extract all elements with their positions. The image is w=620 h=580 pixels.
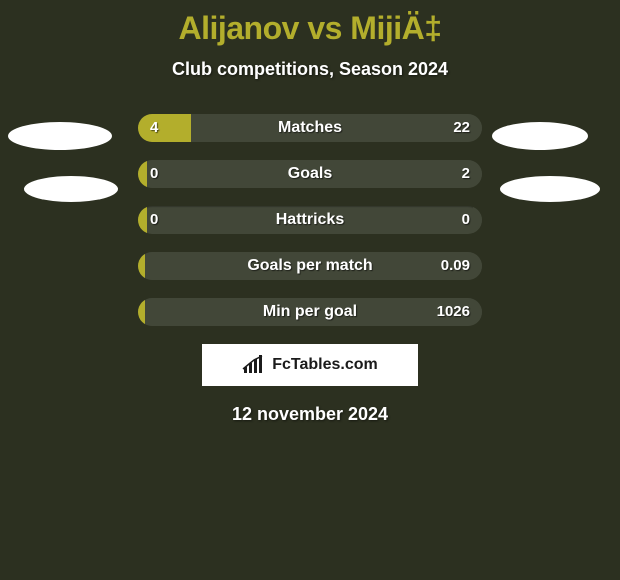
bar-chart-icon: [242, 355, 266, 375]
stat-label: Hattricks: [138, 206, 482, 234]
stat-label: Goals: [138, 160, 482, 188]
stat-label: Goals per match: [138, 252, 482, 280]
player-badge-placeholder: [8, 122, 112, 150]
player-badge-placeholder: [500, 176, 600, 202]
comparison-title: Alijanov vs MijiÄ‡: [0, 0, 620, 47]
snapshot-date: 12 november 2024: [0, 404, 620, 425]
stat-row: 1026Min per goal: [138, 298, 482, 326]
source-logo-text: FcTables.com: [272, 356, 378, 374]
stat-row: 00Hattricks: [138, 206, 482, 234]
stat-row: 0.09Goals per match: [138, 252, 482, 280]
stat-label: Matches: [138, 114, 482, 142]
stat-row: 02Goals: [138, 160, 482, 188]
comparison-subtitle: Club competitions, Season 2024: [0, 59, 620, 80]
stat-label: Min per goal: [138, 298, 482, 326]
stat-row: 422Matches: [138, 114, 482, 142]
player-badge-placeholder: [492, 122, 588, 150]
player-badge-placeholder: [24, 176, 118, 202]
source-logo: FcTables.com: [202, 344, 418, 386]
